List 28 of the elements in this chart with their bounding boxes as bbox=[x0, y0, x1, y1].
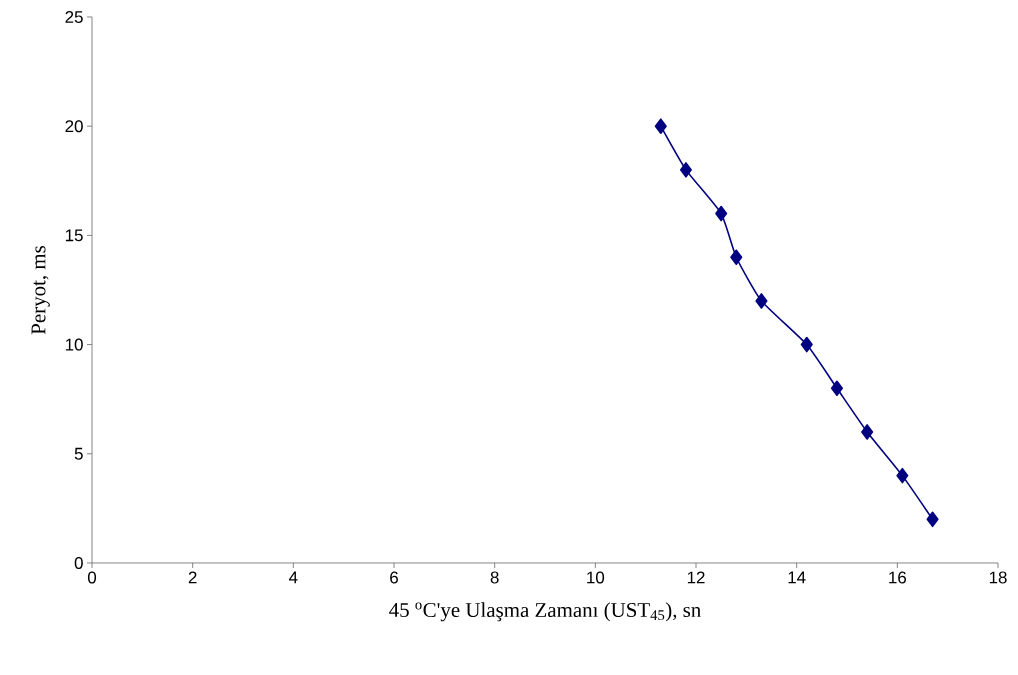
x-tick-label: 0 bbox=[87, 571, 97, 584]
x-tick-label: 16 bbox=[889, 571, 907, 584]
x-axis-title: 45 $^{o}$C'ye Ulaşma Zamanı (UST$_{45}$), sn bbox=[389, 602, 701, 622]
point bbox=[755, 293, 768, 309]
x-tick-label: 14 bbox=[788, 571, 806, 584]
x-tick-label: 8 bbox=[490, 571, 499, 584]
y-tick-label: 25 bbox=[65, 10, 83, 23]
y-tick-label: 15 bbox=[65, 229, 83, 242]
point bbox=[715, 205, 728, 222]
y-tick-label: 20 bbox=[65, 120, 83, 133]
x-tick-label: 4 bbox=[289, 571, 298, 584]
point bbox=[800, 336, 813, 353]
point bbox=[830, 380, 843, 397]
x-tick-label: 10 bbox=[587, 571, 605, 584]
x-tick-label: 18 bbox=[989, 571, 1007, 584]
x-tick-label: 2 bbox=[188, 571, 197, 584]
point bbox=[654, 118, 667, 134]
x-tick-label: 6 bbox=[390, 571, 398, 584]
y-axis-title: Peryot, ms bbox=[31, 245, 50, 335]
y-tick-label: 5 bbox=[74, 447, 83, 460]
point bbox=[861, 424, 874, 440]
y-tick-label: 0 bbox=[74, 556, 83, 569]
point bbox=[926, 511, 939, 528]
y-tick-label: 10 bbox=[65, 338, 83, 351]
point bbox=[679, 162, 692, 178]
point bbox=[896, 467, 909, 484]
x-tick-label: 12 bbox=[687, 571, 705, 584]
point bbox=[730, 249, 743, 266]
